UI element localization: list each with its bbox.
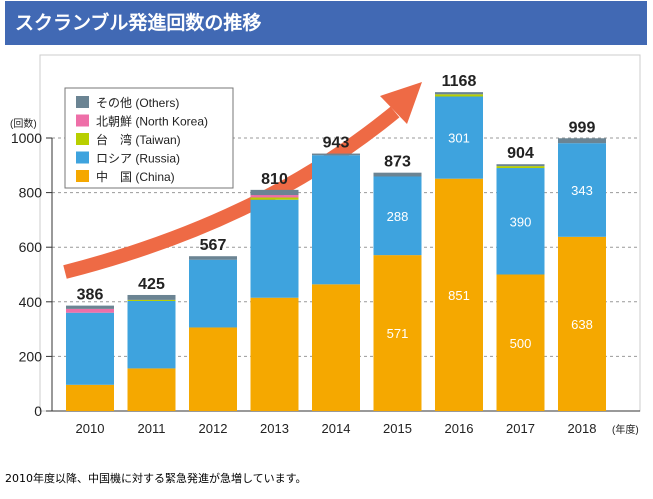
bar-segment [558, 138, 606, 144]
bar-segment [189, 259, 237, 328]
bar-segment [66, 308, 114, 313]
legend-label: 北朝鮮 (North Korea) [96, 115, 208, 129]
data-label: 343 [571, 183, 593, 198]
bar-segment [250, 195, 299, 198]
y-axis-label: (回数) [10, 117, 37, 130]
caption: 2010年度以降、中国機に対する緊急発進が急増しています。 [5, 472, 307, 485]
x-tick-label: 2010 [76, 421, 105, 436]
legend-label: 中 国 (China) [96, 169, 175, 184]
legend-label: 台 湾 (Taiwan) [96, 132, 181, 147]
y-tick-label: 600 [19, 239, 43, 255]
y-tick-label: 200 [19, 348, 43, 364]
y-tick-label: 800 [19, 185, 43, 201]
data-label: 638 [571, 317, 593, 332]
bar-segment [189, 256, 237, 260]
x-tick-label: 2014 [322, 421, 351, 436]
bar-segment [312, 153, 360, 156]
bar-segment [127, 299, 176, 301]
total-label: 810 [261, 171, 288, 188]
legend-swatch [76, 96, 89, 108]
x-tick-label: 2012 [199, 421, 228, 436]
total-label: 873 [384, 154, 411, 171]
bar-segment [127, 368, 176, 411]
page-title: スクランブル発進回数の推移 [5, 1, 647, 45]
legend-label: その他 (Others) [96, 96, 179, 110]
bar-segment [250, 199, 299, 298]
stacked-bar-chart: 0 200 400 600 800 1000(回数) (年度) 386 2010 425 2011 5… [10, 54, 641, 436]
x-tick-label: 2011 [138, 421, 166, 436]
data-label: 288 [387, 209, 409, 224]
y-tick-label: 400 [19, 294, 43, 310]
trend-arrow-head [380, 82, 422, 124]
bar-segment [435, 92, 483, 95]
x-tick-label: 2016 [445, 421, 474, 436]
data-label: 571 [387, 326, 409, 341]
bar-segment [496, 164, 545, 167]
bar-segment [558, 236, 606, 411]
bar-segment [373, 172, 422, 177]
trend-arrow-shaft [63, 106, 400, 279]
bar-segment [250, 197, 299, 200]
total-label: 567 [200, 237, 227, 254]
bar-segment [496, 168, 545, 275]
legend-label: ロシア (Russia) [96, 152, 180, 166]
bar-segment [66, 312, 114, 385]
total-label: 1168 [442, 73, 477, 90]
bar-segment [312, 284, 360, 411]
x-tick-label: 2018 [568, 421, 597, 436]
bar-segment [66, 384, 114, 411]
data-label: 500 [510, 336, 532, 351]
legend-swatch [76, 170, 89, 182]
y-tick-label: 1000 [11, 130, 42, 146]
bar-segment [373, 255, 422, 411]
bar-segment [435, 96, 483, 179]
total-label: 425 [138, 276, 165, 293]
bar-segment [496, 166, 545, 169]
data-label: 390 [510, 214, 532, 229]
y-tick-label: 0 [34, 403, 42, 419]
data-label: 301 [448, 131, 470, 146]
bar-segment [435, 178, 483, 411]
x-tick-label: 2013 [260, 421, 289, 436]
bar-segment [373, 176, 422, 256]
bar-segment [250, 297, 299, 411]
x-tick-label: 2017 [506, 421, 535, 436]
total-label: 943 [323, 135, 350, 152]
total-label: 904 [507, 145, 534, 162]
bar-segment [250, 189, 299, 196]
bar-segment [127, 294, 176, 300]
total-label: 999 [569, 119, 596, 136]
data-label: 851 [448, 288, 470, 303]
bar-segment [312, 155, 360, 285]
bar-segment [496, 274, 545, 411]
bar-segment [127, 300, 176, 369]
x-axis-label: (年度) [612, 423, 639, 436]
legend [64, 87, 234, 189]
bar-segment [435, 94, 483, 97]
legend-swatch [76, 133, 89, 145]
bar-segment [189, 327, 237, 411]
legend-swatch [76, 114, 89, 127]
bar-segment [66, 305, 114, 309]
legend-swatch [76, 151, 89, 164]
bar-segment [558, 143, 606, 237]
total-label: 386 [77, 287, 104, 304]
x-tick-label: 2015 [383, 421, 412, 436]
